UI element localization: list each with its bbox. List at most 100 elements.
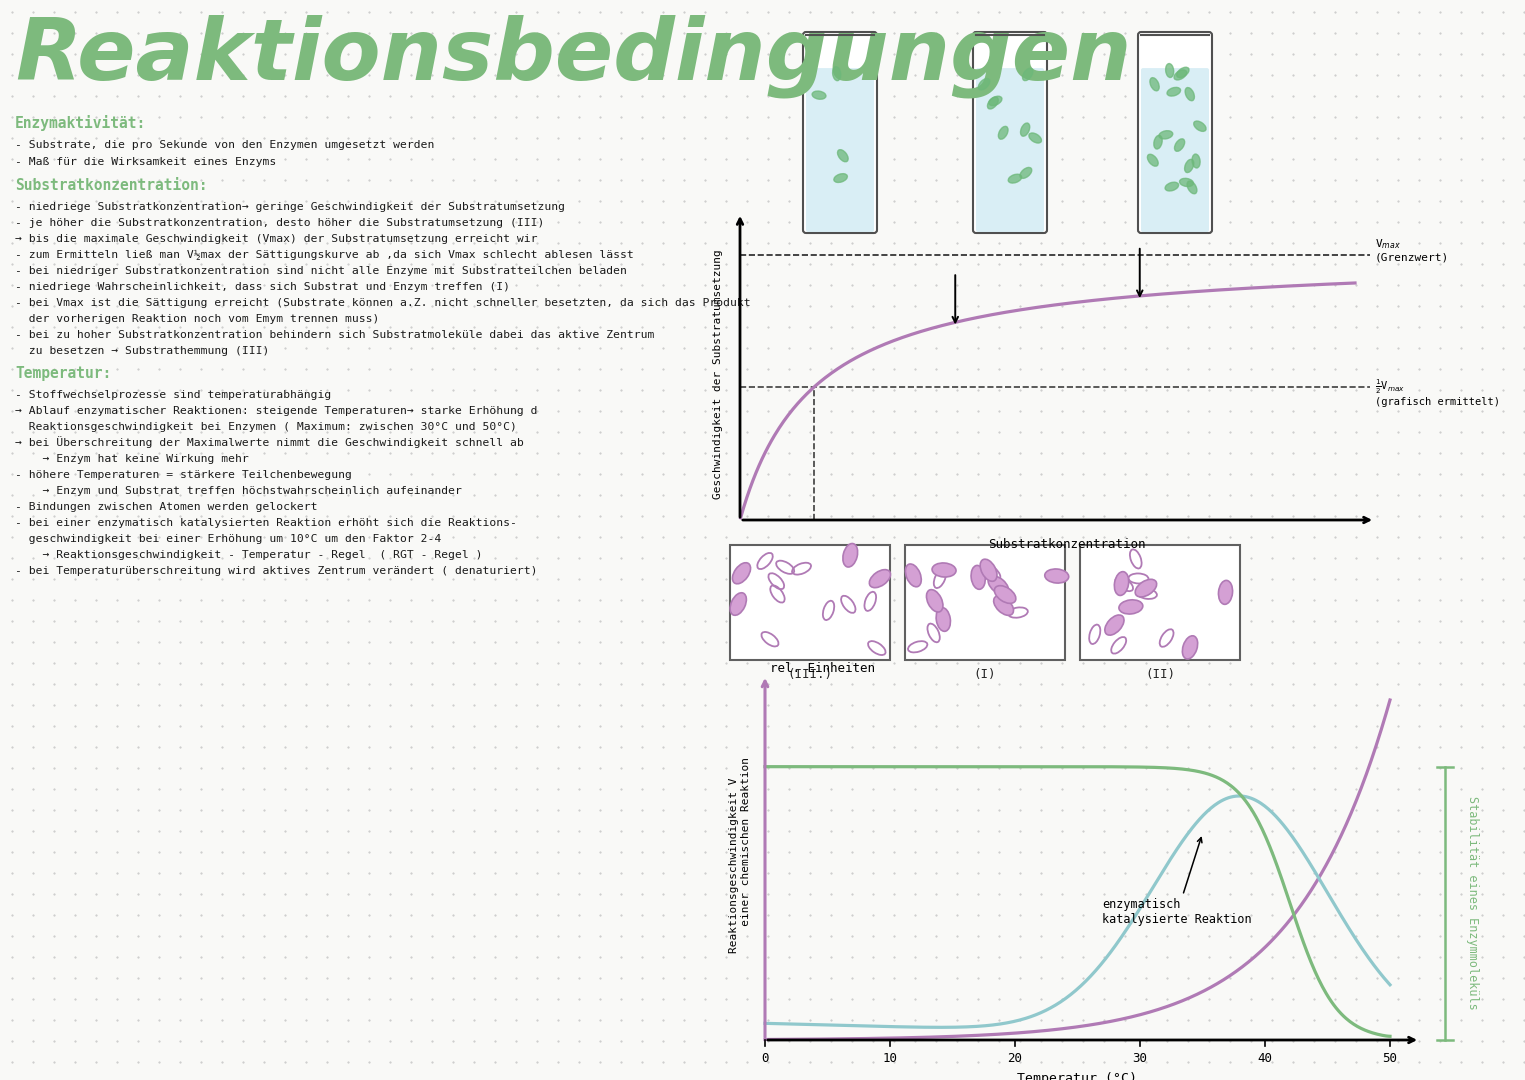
Text: Enzymaktivität:: Enzymaktivität:: [15, 114, 146, 131]
Text: 40: 40: [1258, 1052, 1272, 1065]
Text: zu besetzen → Substrathemmung (III): zu besetzen → Substrathemmung (III): [15, 346, 270, 356]
Text: - je höher die Substratkonzentration, desto höher die Substratumsetzung (III): - je höher die Substratkonzentration, de…: [15, 218, 544, 228]
Text: - Stoffwechselprozesse sind temperaturabhängig: - Stoffwechselprozesse sind temperaturab…: [15, 390, 331, 400]
Text: $\frac{1}{2}$V$_{max}$
(grafisch ermittelt): $\frac{1}{2}$V$_{max}$ (grafisch ermitte…: [1376, 377, 1501, 407]
Text: Temperatur (°C): Temperatur (°C): [1017, 1072, 1138, 1080]
Text: enzymatisch
katalysierte Reaktion: enzymatisch katalysierte Reaktion: [1103, 838, 1252, 927]
Ellipse shape: [1185, 87, 1194, 100]
Text: 0: 0: [761, 1052, 769, 1065]
Ellipse shape: [979, 79, 990, 90]
Text: Reaktionsgeschwindigkeit V
       einer chemischen Reaktion: Reaktionsgeschwindigkeit V einer chemisc…: [729, 757, 750, 973]
Text: → bis die maximale Geschwindigkeit (Vmax) der Substratumsetzung erreicht wir: → bis die maximale Geschwindigkeit (Vmax…: [15, 234, 537, 244]
Ellipse shape: [1119, 599, 1142, 615]
Ellipse shape: [1159, 131, 1173, 139]
Text: → Enzym hat keine Wirkung mehr: → Enzym hat keine Wirkung mehr: [15, 454, 249, 464]
Ellipse shape: [1174, 139, 1185, 151]
Text: → Reaktionsgeschwindigkeit - Temperatur - Regel  ( RGT - Regel ): → Reaktionsgeschwindigkeit - Temperatur …: [15, 550, 482, 561]
Text: 10: 10: [883, 1052, 898, 1065]
Ellipse shape: [1186, 181, 1197, 193]
Ellipse shape: [1174, 70, 1186, 80]
Ellipse shape: [1177, 67, 1190, 78]
Ellipse shape: [1182, 636, 1197, 659]
Ellipse shape: [999, 126, 1008, 139]
Text: - bei zu hoher Substratkonzentration behindern sich Substratmoleküle dabei das a: - bei zu hoher Substratkonzentration beh…: [15, 330, 654, 340]
Ellipse shape: [1045, 569, 1069, 583]
Ellipse shape: [988, 97, 999, 109]
FancyBboxPatch shape: [1141, 68, 1209, 232]
Text: → Ablauf enzymatischer Reaktionen: steigende Temperaturen→ starke Erhöhung d: → Ablauf enzymatischer Reaktionen: steig…: [15, 406, 537, 416]
Text: - bei einer enzymatisch katalysierten Reaktion erhöht sich die Reaktions-: - bei einer enzymatisch katalysierten Re…: [15, 518, 517, 528]
Ellipse shape: [843, 543, 857, 567]
Ellipse shape: [869, 569, 891, 588]
Ellipse shape: [1020, 167, 1032, 178]
Ellipse shape: [1023, 68, 1032, 81]
Ellipse shape: [1165, 183, 1179, 191]
Ellipse shape: [981, 559, 997, 581]
Text: (I): (I): [974, 669, 996, 681]
Text: → bei Überschreitung der Maximalwerte nimmt die Geschwindigkeit schnell ab: → bei Überschreitung der Maximalwerte ni…: [15, 436, 523, 448]
Ellipse shape: [1154, 135, 1162, 149]
Ellipse shape: [1115, 571, 1128, 595]
Text: der vorherigen Reaktion noch vom Emym trennen muss): der vorherigen Reaktion noch vom Emym tr…: [15, 314, 380, 324]
Text: → Enzym und Substrat treffen höchstwahrscheinlich aufeinander: → Enzym und Substrat treffen höchstwahrs…: [15, 486, 462, 496]
Ellipse shape: [834, 174, 848, 183]
FancyBboxPatch shape: [804, 32, 877, 233]
Text: geschwindigkeit bei einer Erhöhung um 10°C um den Faktor 2-4: geschwindigkeit bei einer Erhöhung um 10…: [15, 534, 441, 544]
Text: - bei Temperaturüberschreitung wird aktives Zentrum verändert ( denaturiert): - bei Temperaturüberschreitung wird akti…: [15, 566, 537, 576]
Text: - Bindungen zwischen Atomen werden gelockert: - Bindungen zwischen Atomen werden geloc…: [15, 502, 317, 512]
Text: (III.): (III.): [787, 669, 833, 681]
Text: 30: 30: [1133, 1052, 1147, 1065]
Text: - zum Ermitteln ließ man V½max der Sättigungskurve ab ,da sich Vmax schlecht abl: - zum Ermitteln ließ man V½max der Sätti…: [15, 249, 634, 260]
Ellipse shape: [1193, 154, 1200, 168]
Text: Geschwindigkeit der Substratumsetzung: Geschwindigkeit der Substratumsetzung: [714, 249, 723, 499]
Ellipse shape: [927, 590, 942, 612]
Ellipse shape: [1218, 580, 1232, 605]
Ellipse shape: [1020, 123, 1029, 136]
Text: Reaktionsgeschwindigkeit bei Enzymen ( Maximum: zwischen 30°C und 50°C): Reaktionsgeschwindigkeit bei Enzymen ( M…: [15, 422, 517, 432]
FancyBboxPatch shape: [807, 68, 874, 232]
Ellipse shape: [988, 96, 1002, 106]
Ellipse shape: [730, 593, 746, 616]
Ellipse shape: [994, 585, 1016, 604]
Text: Substratkonzentration:: Substratkonzentration:: [15, 178, 207, 193]
Bar: [1080, 545, 1240, 660]
Text: - bei Vmax ist die Sättigung erreicht (Substrate können a.Z. nicht schneller bes: - bei Vmax ist die Sättigung erreicht (S…: [15, 298, 750, 308]
Text: Temperatur:: Temperatur:: [15, 366, 111, 381]
Ellipse shape: [1008, 174, 1022, 184]
Ellipse shape: [906, 564, 921, 586]
Text: - niedriege Substratkonzentration→ geringe Geschwindigkeit der Substratumsetzung: - niedriege Substratkonzentration→ gerin…: [15, 202, 564, 212]
Ellipse shape: [1029, 133, 1042, 143]
Ellipse shape: [1150, 78, 1159, 91]
Ellipse shape: [971, 566, 985, 590]
Text: - niedriege Wahrscheinlichkeit, dass sich Substrat und Enzym treffen (I): - niedriege Wahrscheinlichkeit, dass sic…: [15, 282, 509, 292]
Ellipse shape: [1135, 579, 1156, 597]
Ellipse shape: [732, 563, 750, 584]
Ellipse shape: [837, 150, 848, 162]
Text: Stabilität eines Enzymmoleküls: Stabilität eines Enzymmoleküls: [1467, 796, 1479, 1010]
Ellipse shape: [1185, 160, 1194, 173]
Text: 50: 50: [1383, 1052, 1397, 1065]
Text: 20: 20: [1008, 1052, 1022, 1065]
Ellipse shape: [936, 608, 950, 632]
Text: (II): (II): [1145, 669, 1174, 681]
Ellipse shape: [1194, 121, 1206, 132]
FancyBboxPatch shape: [1138, 32, 1212, 233]
Ellipse shape: [1179, 178, 1194, 187]
Text: - Maß für die Wirksamkeit eines Enzyms: - Maß für die Wirksamkeit eines Enzyms: [15, 157, 276, 167]
Text: V$_{max}$
(Grenzwert): V$_{max}$ (Grenzwert): [1376, 237, 1449, 262]
Ellipse shape: [1147, 154, 1157, 166]
Ellipse shape: [833, 67, 840, 81]
FancyBboxPatch shape: [973, 32, 1048, 233]
FancyBboxPatch shape: [976, 68, 1045, 232]
Bar: [904, 545, 1064, 660]
Text: - Substrate, die pro Sekunde von den Enzymen umgesetzt werden: - Substrate, die pro Sekunde von den Enz…: [15, 140, 435, 150]
Text: - bei niedriger Substratkonzentration sind nicht alle Enzyme mit Substratteilche: - bei niedriger Substratkonzentration si…: [15, 266, 627, 276]
Text: - höhere Temperaturen = stärkere Teilchenbewegung: - höhere Temperaturen = stärkere Teilche…: [15, 470, 352, 480]
Ellipse shape: [813, 91, 827, 99]
Text: rel. Einheiten: rel. Einheiten: [770, 662, 875, 675]
Text: Reaktionsbedingungen: Reaktionsbedingungen: [15, 15, 1132, 98]
Ellipse shape: [1167, 87, 1180, 96]
Ellipse shape: [1165, 64, 1174, 78]
Ellipse shape: [1104, 615, 1124, 635]
Ellipse shape: [932, 563, 956, 577]
